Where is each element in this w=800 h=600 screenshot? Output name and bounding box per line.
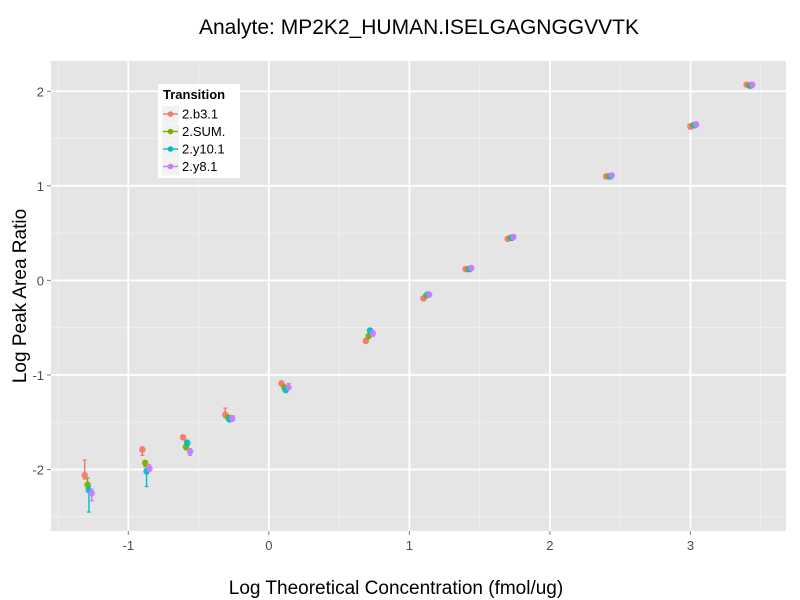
data-point xyxy=(146,465,153,472)
legend-item: 2.b3.1 xyxy=(162,106,218,123)
data-point xyxy=(467,264,475,272)
y-axis-ticks: -2 -1 0 1 2 xyxy=(32,84,51,478)
data-point xyxy=(425,291,433,298)
legend-key-point xyxy=(167,111,174,117)
data-point xyxy=(510,233,517,241)
legend-label: 2.b3.1 xyxy=(182,107,218,122)
legend-key-point xyxy=(167,146,174,152)
series-layer xyxy=(81,81,756,513)
y-tick-label: 2 xyxy=(37,84,44,99)
y-tick-label: 0 xyxy=(37,273,44,288)
x-tick-label: 1 xyxy=(406,538,413,553)
data-point xyxy=(186,448,194,455)
x-tick-label: -1 xyxy=(123,538,135,553)
data-point xyxy=(81,471,89,479)
x-axis-title: Log Theoretical Concentration (fmol/ug) xyxy=(229,578,563,599)
y-tick-label: -2 xyxy=(32,463,44,478)
data-point xyxy=(88,489,96,497)
legend: Transition 2.b3.1 2.SUM. 2.y10.1 2.y8.1 xyxy=(158,84,240,178)
y-tick-label: -1 xyxy=(32,368,44,383)
x-tick-label: 3 xyxy=(687,538,694,553)
data-point xyxy=(369,330,377,337)
data-point xyxy=(692,121,700,128)
legend-item: 2.y10.1 xyxy=(162,141,225,158)
data-point xyxy=(179,434,187,441)
legend-label: 2.y10.1 xyxy=(182,142,225,157)
data-point xyxy=(139,446,146,453)
data-point xyxy=(141,459,149,467)
minor-gridlines xyxy=(51,61,786,531)
data-point xyxy=(285,383,292,391)
y-tick-label: 1 xyxy=(37,179,44,194)
legend-item: 2.SUM. xyxy=(162,123,225,141)
legend-label: 2.SUM. xyxy=(182,124,225,139)
x-tick-label: 0 xyxy=(265,538,272,553)
data-point xyxy=(184,439,191,447)
series-2-y8-1 xyxy=(88,81,756,502)
legend-key-point xyxy=(167,163,174,170)
data-point xyxy=(608,172,616,179)
legend-item: 2.y8.1 xyxy=(162,158,217,176)
x-tick-label: 2 xyxy=(546,538,553,553)
data-point xyxy=(748,81,756,88)
legend-title: Transition xyxy=(163,87,225,102)
data-point xyxy=(228,415,236,422)
legend-key-point xyxy=(167,128,174,135)
legend-label: 2.y8.1 xyxy=(182,159,217,174)
chart-title: Analyte: MP2K2_HUMAN.ISELGAGNGGVVTK xyxy=(199,16,639,39)
y-axis-title: Log Peak Area Ratio xyxy=(10,209,31,383)
x-axis-ticks: -1 0 1 2 3 xyxy=(123,531,694,553)
